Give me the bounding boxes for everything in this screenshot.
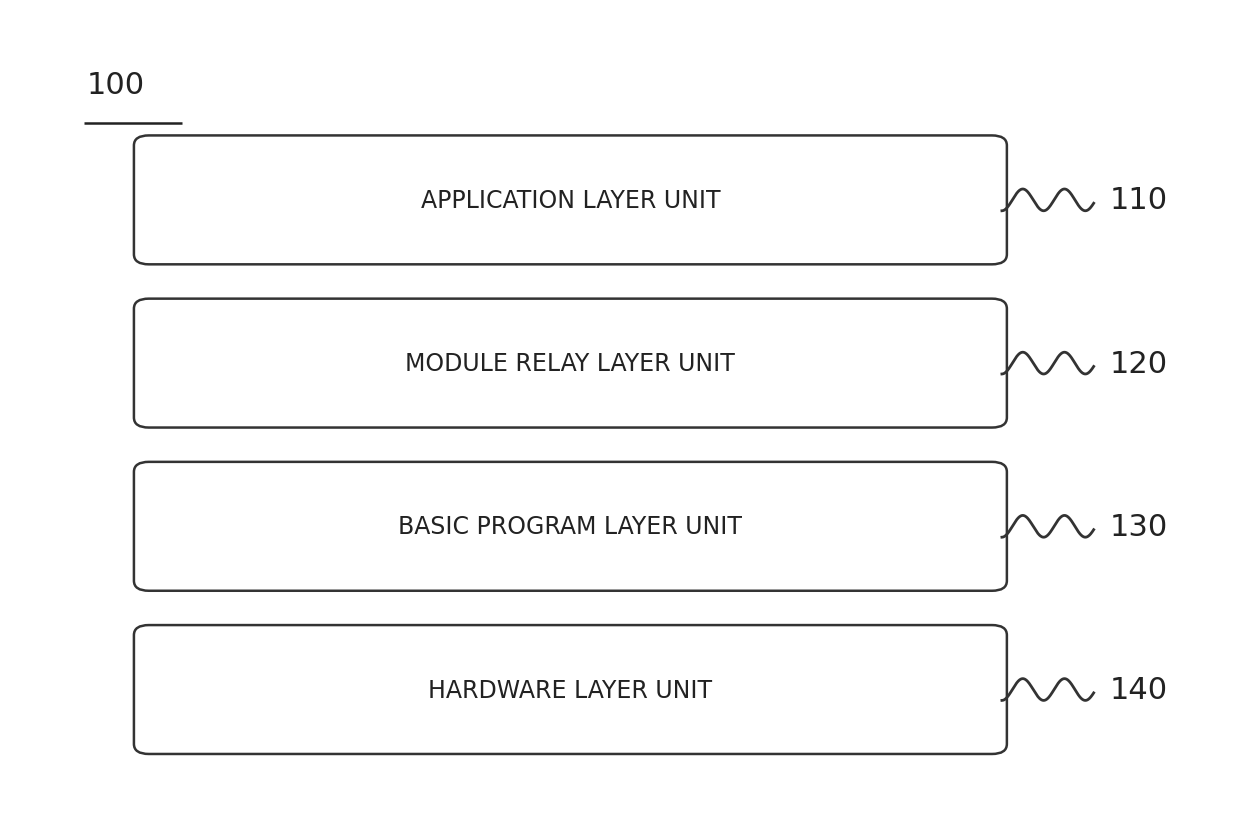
Text: 100: 100 bbox=[87, 71, 145, 100]
FancyBboxPatch shape bbox=[134, 299, 1007, 428]
FancyBboxPatch shape bbox=[134, 136, 1007, 265]
Text: 110: 110 bbox=[1110, 186, 1168, 215]
Text: 130: 130 bbox=[1110, 512, 1168, 541]
Text: 120: 120 bbox=[1110, 349, 1168, 378]
Text: HARDWARE LAYER UNIT: HARDWARE LAYER UNIT bbox=[428, 678, 713, 701]
Text: BASIC PROGRAM LAYER UNIT: BASIC PROGRAM LAYER UNIT bbox=[398, 515, 743, 538]
Text: APPLICATION LAYER UNIT: APPLICATION LAYER UNIT bbox=[420, 189, 720, 212]
Text: 140: 140 bbox=[1110, 675, 1168, 704]
FancyBboxPatch shape bbox=[134, 625, 1007, 754]
Text: MODULE RELAY LAYER UNIT: MODULE RELAY LAYER UNIT bbox=[405, 352, 735, 375]
FancyBboxPatch shape bbox=[134, 462, 1007, 591]
